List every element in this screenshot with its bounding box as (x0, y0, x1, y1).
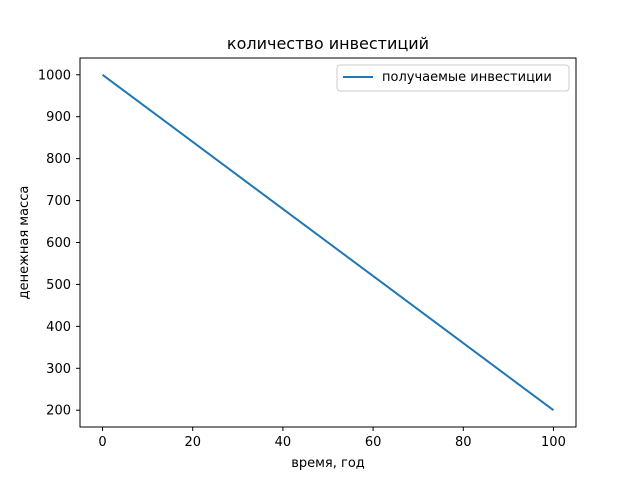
y-tick-label: 300 (46, 362, 71, 377)
y-tick-label: 800 (46, 152, 71, 167)
plot-frame (79, 57, 577, 428)
y-tick-label: 200 (46, 404, 71, 419)
y-tick-label: 700 (46, 194, 71, 209)
x-tick-label: 100 (541, 435, 566, 450)
x-tick-label: 0 (98, 435, 106, 450)
legend-box (336, 64, 570, 92)
series-line (101, 73, 555, 412)
legend: получаемые инвестиции (336, 64, 570, 92)
x-tick-label: 40 (275, 435, 292, 450)
x-tick-label: 20 (184, 435, 201, 450)
y-tick-label: 500 (46, 278, 71, 293)
x-tick-label: 80 (455, 435, 472, 450)
legend-label: получаемые инвестиции (382, 70, 552, 85)
chart-title: количество инвестиций (227, 34, 429, 53)
y-axis-label: денежная масса (17, 186, 32, 300)
y-tick-label: 600 (46, 236, 71, 251)
y-tick-label: 1000 (38, 68, 71, 83)
y-tick-label: 900 (46, 110, 71, 125)
x-axis-label: время, год (291, 456, 365, 471)
x-tick-label: 60 (365, 435, 382, 450)
y-tick-label: 400 (46, 320, 71, 335)
